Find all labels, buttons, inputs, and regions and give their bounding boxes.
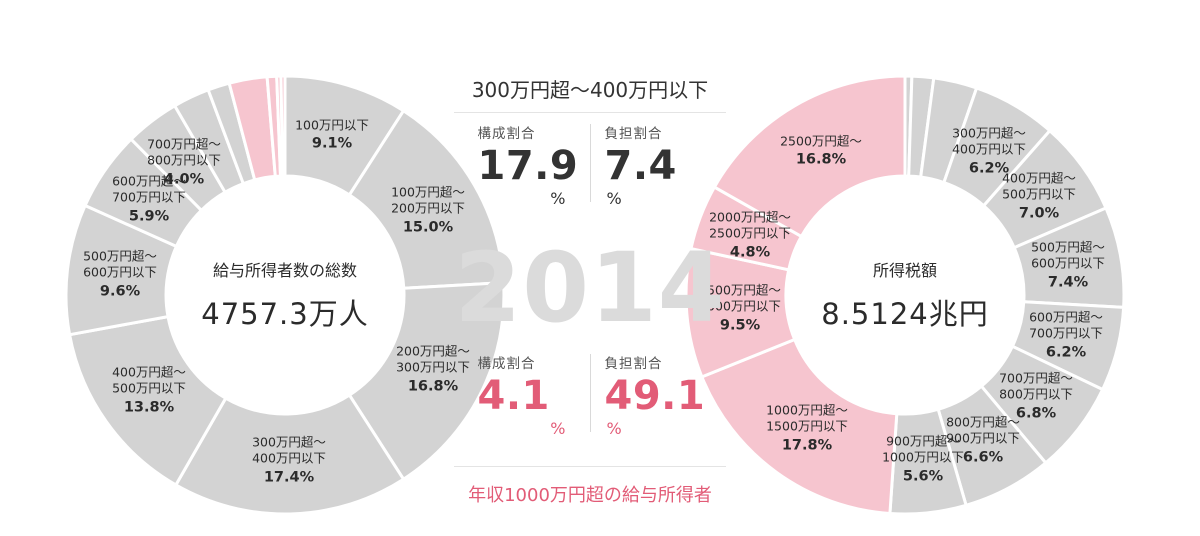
stat-label: 構成割合	[477, 356, 536, 372]
stat-value: 49.1	[604, 373, 706, 419]
donut-segment-highlight	[712, 74, 907, 238]
earners-center-value: 4757.3万人	[201, 297, 369, 331]
earners-donut-svg	[64, 74, 506, 516]
donut-segment-highlight	[279, 74, 287, 178]
stat-unit: %	[550, 419, 566, 438]
highlight-caption: 年収1000万円超の給与所得者	[468, 485, 712, 506]
tax-donut-chart: 300万円超～ 400万円以下 6.2% 400万円超～ 500万円以下 7.0% 500万…	[675, 65, 1135, 525]
bottom-composition-stat: 構成割合 4.1 %	[478, 352, 576, 438]
tax-center-title: 所得税額	[872, 261, 938, 280]
divider-top	[454, 112, 726, 113]
bracket-title: 300万円超～400万円以下	[471, 78, 709, 102]
stat-label: 構成割合	[477, 126, 536, 142]
donut-segment	[174, 393, 405, 516]
year-watermark: 2014	[454, 232, 726, 344]
tax-center-value: 8.5124兆円	[821, 297, 989, 331]
donut-segment-highlight	[700, 338, 899, 515]
top-composition-stat: 構成割合 17.9 %	[477, 122, 579, 208]
top-burden-stat: 負担割合 7.4 %	[605, 122, 703, 208]
stat-label: 負担割合	[604, 356, 663, 372]
stat-value: 17.9	[477, 143, 579, 189]
stat-divider	[589, 354, 591, 432]
earners-donut-center: 給与所得者数の総数 4757.3万人	[201, 257, 368, 333]
tax-donut-center: 所得税額 8.5124兆円	[821, 257, 988, 333]
stat-unit: %	[550, 189, 566, 208]
high-income-stats-row: 構成割合 4.1 % 負担割合 49.1 %	[440, 352, 740, 438]
bottom-burden-stat: 負担割合 49.1 %	[604, 352, 706, 438]
tax-donut-svg	[684, 74, 1126, 516]
stat-unit: %	[606, 189, 622, 208]
stat-value: 7.4	[604, 143, 677, 189]
stat-divider	[589, 124, 591, 202]
stat-value: 4.1	[477, 373, 550, 419]
earners-center-title: 給与所得者数の総数	[212, 261, 358, 280]
divider-bottom	[454, 466, 726, 467]
center-panel: 300万円超～400万円以下 構成割合 17.9 % 負担割合 7.4 % 20…	[440, 0, 740, 536]
bracket-stats-row: 構成割合 17.9 % 負担割合 7.4 %	[440, 122, 740, 208]
stat-unit: %	[606, 419, 622, 438]
donut-segment	[347, 281, 506, 481]
stat-label: 負担割合	[604, 126, 663, 142]
